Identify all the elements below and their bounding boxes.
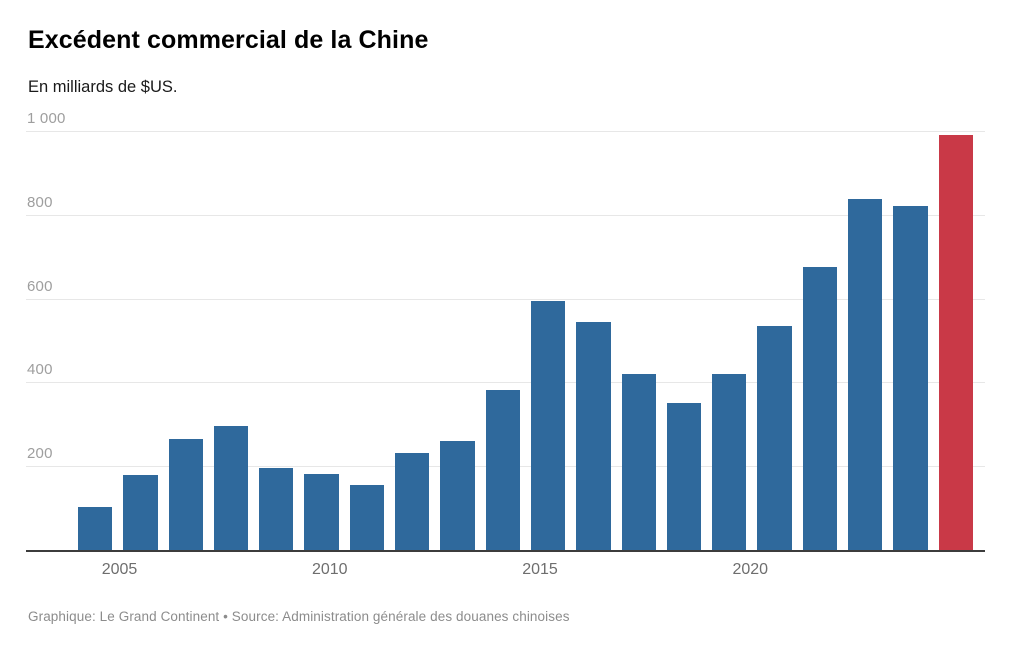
x-slot-2010: 2010 — [311, 560, 348, 580]
gridline-400 — [26, 382, 985, 384]
x-slot-2009 — [272, 561, 303, 580]
x-slot-2020: 2020 — [732, 560, 769, 580]
x-slot-2024 — [903, 561, 934, 580]
x-slot-2014 — [482, 561, 513, 580]
bar-2023 — [893, 205, 928, 550]
x-slot-2023 — [861, 561, 892, 580]
x-tick-label-2020: 2020 — [732, 560, 769, 578]
x-tick-label-2005: 2005 — [101, 560, 138, 578]
x-tick-label-2015: 2015 — [522, 560, 558, 578]
bar-2018 — [666, 402, 702, 550]
x-tick-label-2010: 2010 — [311, 560, 348, 578]
y-tick-label-400: 400 — [27, 361, 53, 379]
x-slot-2012 — [398, 561, 429, 580]
gridline-600 — [26, 298, 985, 300]
bar-2020 — [757, 325, 792, 550]
bar-2015 — [530, 301, 566, 550]
x-slot-2022 — [819, 561, 850, 580]
bar-2021 — [802, 266, 838, 550]
y-tick-label-1000: 1 000 — [27, 109, 66, 127]
y-tick-label-200: 200 — [27, 445, 53, 463]
chart-subtitle: En milliards de $US. — [28, 78, 178, 96]
y-tick-label-600: 600 — [27, 277, 53, 295]
bar-2024 — [938, 135, 973, 550]
bar-2014 — [485, 390, 520, 550]
x-slot-2021 — [777, 561, 808, 580]
x-slot-2016 — [567, 561, 598, 580]
x-axis: 2005 2010 2015 2020 — [101, 560, 934, 580]
x-slot-2005: 2005 — [101, 560, 138, 580]
bar-2013 — [440, 441, 475, 550]
bar-2010 — [304, 473, 339, 550]
x-slot-2017 — [609, 561, 640, 580]
x-slot-2008 — [230, 561, 261, 580]
bar-2009 — [259, 467, 294, 550]
bar-2008 — [213, 425, 249, 550]
y-tick-label-800: 800 — [27, 193, 53, 211]
x-slot-2006 — [146, 561, 177, 580]
bar-2012 — [395, 453, 430, 550]
bar-2019 — [712, 373, 747, 550]
bar-2016 — [576, 322, 611, 550]
bars-group — [78, 131, 973, 550]
x-slot-2007 — [188, 561, 219, 580]
x-slot-2018 — [651, 561, 682, 580]
x-slot-2013 — [440, 561, 471, 580]
x-slot-2015: 2015 — [522, 560, 558, 580]
gridline-1000 — [26, 130, 985, 132]
source-credit: Graphique: Le Grand Continent • Source: … — [28, 608, 570, 624]
plot-area: 1 000 800 600 400 200 — [26, 110, 985, 552]
chart-title: Excédent commercial de la Chine — [28, 26, 429, 54]
bar-2011 — [349, 485, 385, 550]
x-slot-2019 — [693, 561, 724, 580]
bar-2005 — [78, 507, 113, 550]
bar-2007 — [168, 439, 203, 550]
x-slot-2011 — [356, 561, 387, 580]
bar-2022 — [848, 198, 883, 550]
bar-2017 — [621, 374, 656, 550]
gridline-800 — [26, 214, 985, 216]
chart: 1 000 800 600 400 200 2005 2010 2015 2020 — [26, 110, 985, 580]
bar-2006 — [123, 475, 158, 550]
